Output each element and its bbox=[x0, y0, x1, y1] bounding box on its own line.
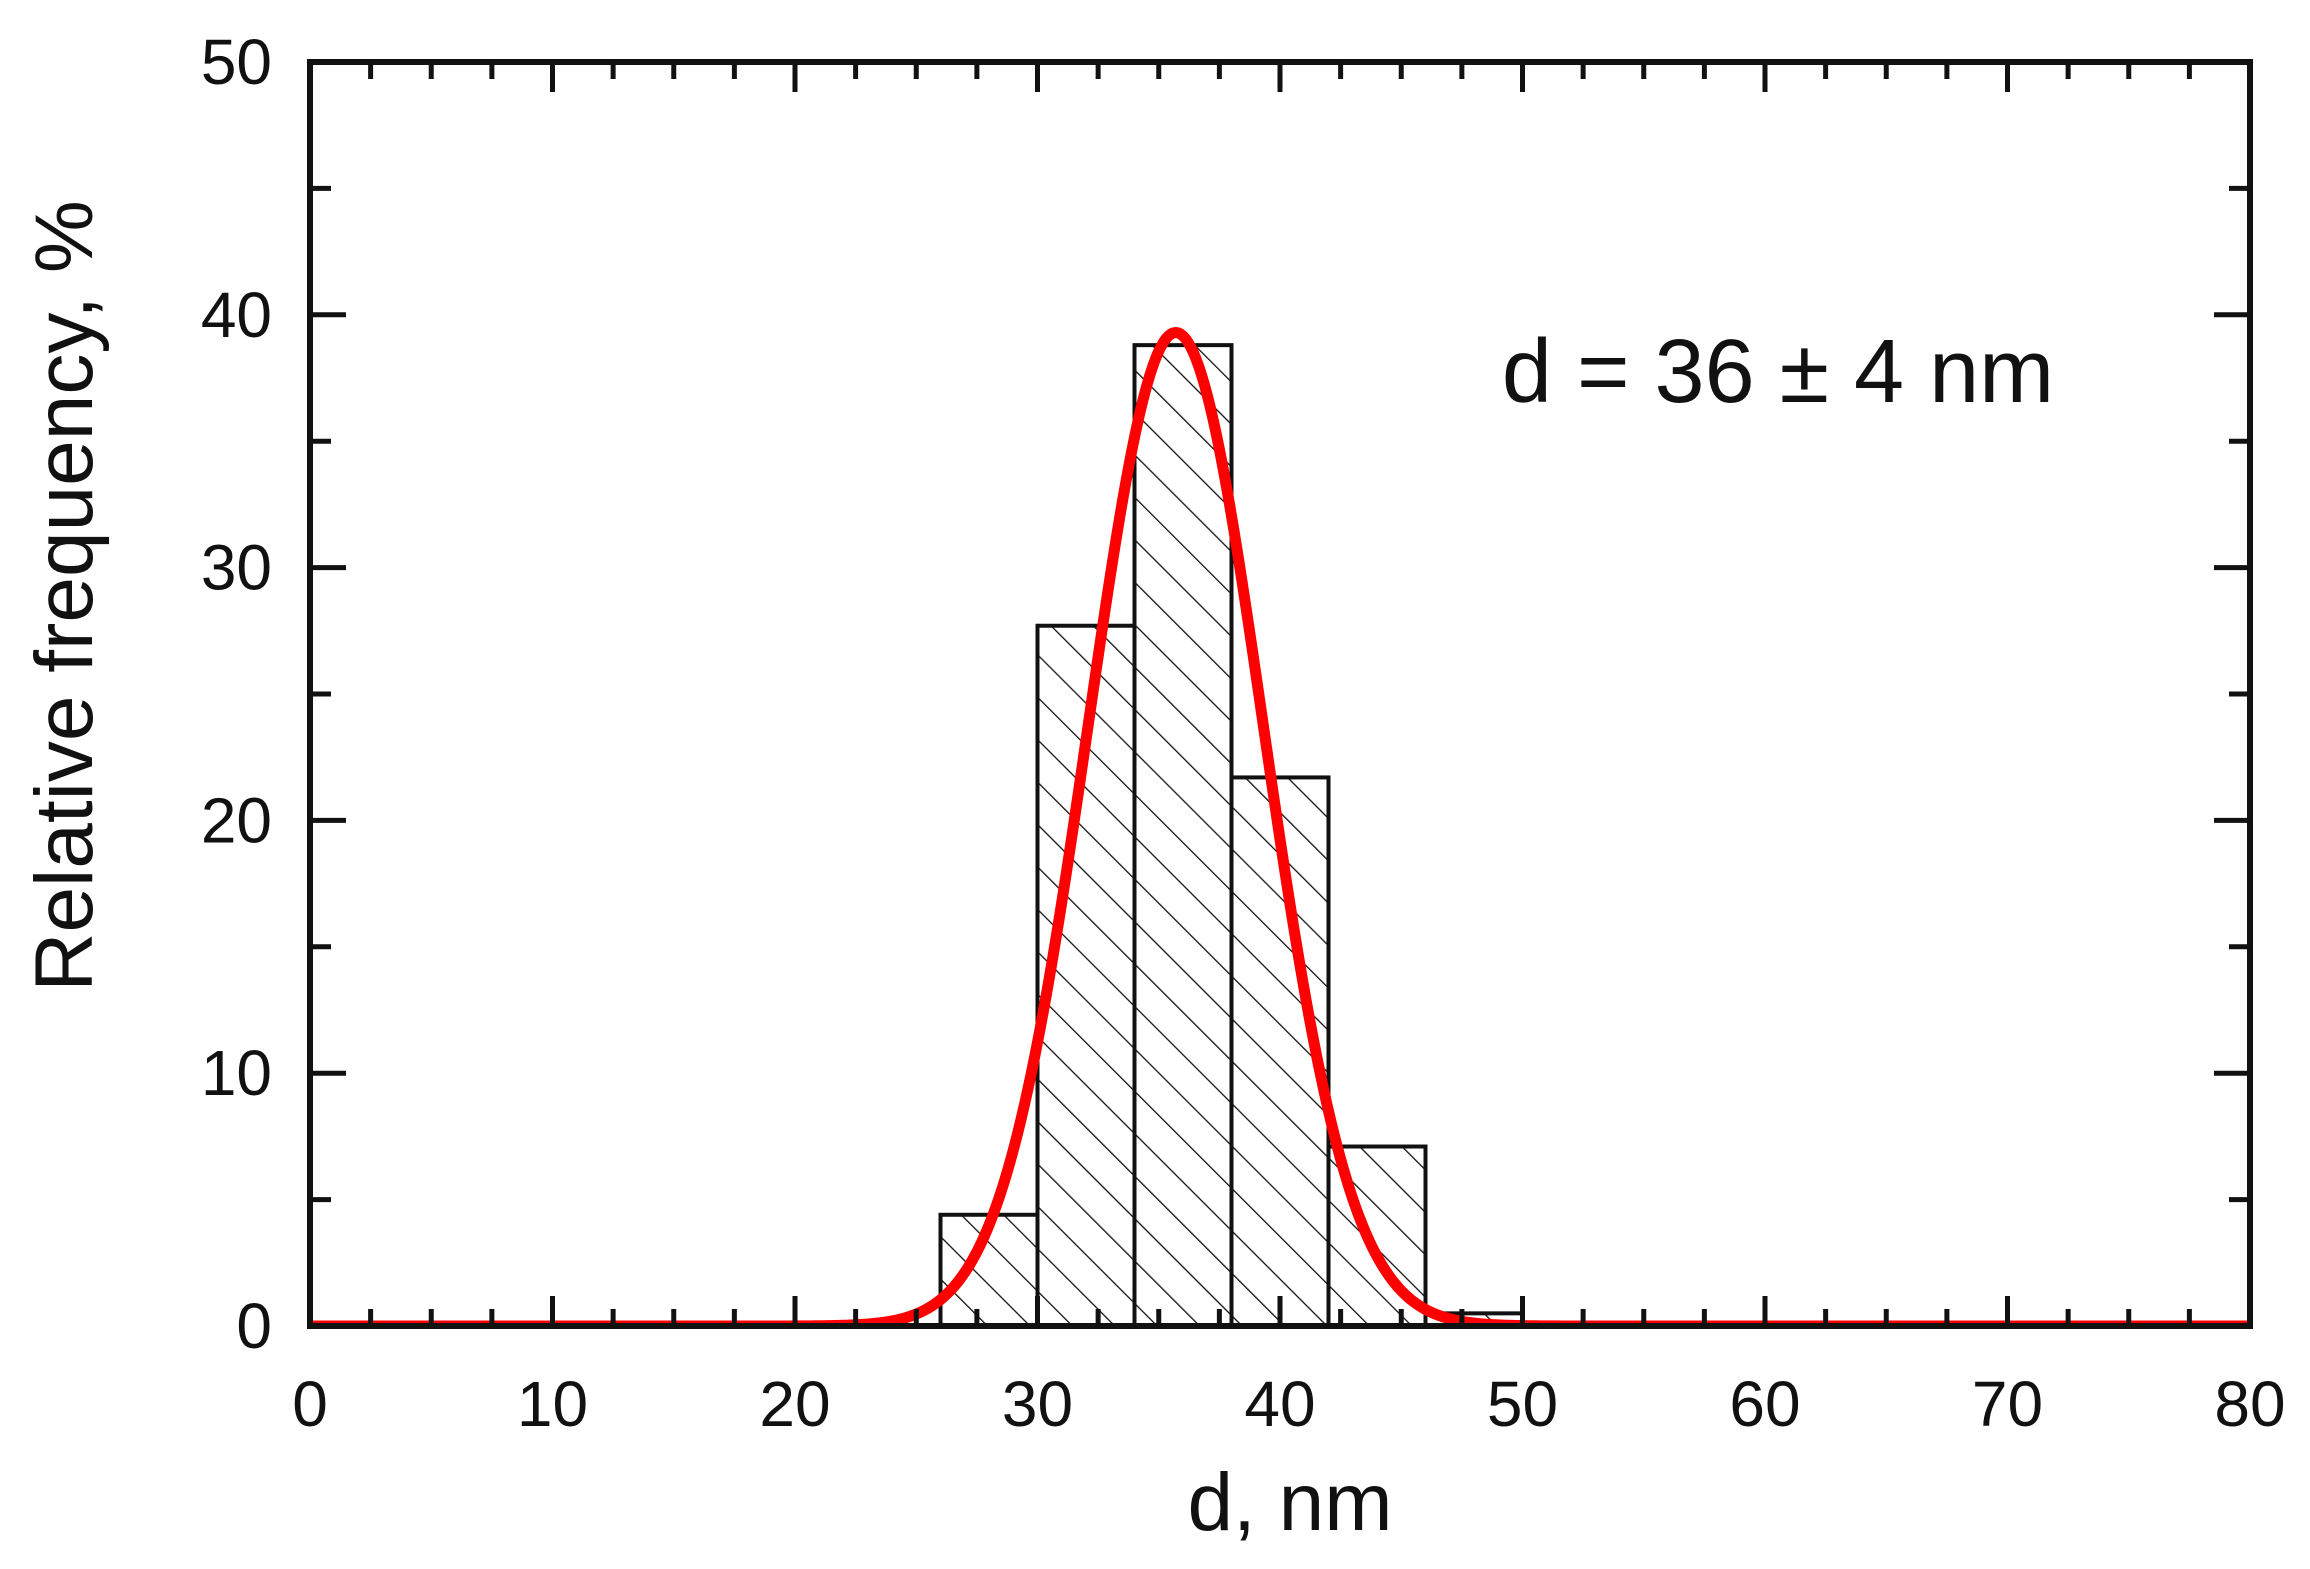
y-tick-label: 30 bbox=[201, 532, 272, 604]
y-tick-label: 50 bbox=[201, 26, 272, 98]
x-tick-label: 10 bbox=[517, 1368, 588, 1440]
x-tick-label: 40 bbox=[1244, 1368, 1315, 1440]
gaussian-fit bbox=[310, 327, 2250, 1326]
y-tick-label: 20 bbox=[201, 784, 272, 856]
x-tick-label: 60 bbox=[1729, 1368, 1800, 1440]
gaussian-fit-curve bbox=[310, 327, 2250, 1326]
axis-tick-labels: 0 10 20 30 40 50 60 70 80 0 10 20 30 40 50 bbox=[201, 26, 2286, 1440]
y-tick-label: 0 bbox=[236, 1290, 272, 1362]
x-tick-label: 70 bbox=[1972, 1368, 2043, 1440]
x-axis-label: d, nm bbox=[1187, 1457, 1392, 1548]
y-tick-label: 40 bbox=[201, 279, 272, 351]
axis-ticks bbox=[310, 62, 2250, 1326]
y-tick-label: 10 bbox=[201, 1037, 272, 1109]
histogram-bar-2 bbox=[1132, 343, 1234, 1328]
y-axis-label: Relative frequency, % bbox=[19, 200, 110, 992]
x-tick-label: 50 bbox=[1487, 1368, 1558, 1440]
x-tick-label: 30 bbox=[1002, 1368, 1073, 1440]
x-tick-label: 20 bbox=[759, 1368, 830, 1440]
x-tick-label: 0 bbox=[292, 1368, 328, 1440]
x-tick-label: 80 bbox=[2214, 1368, 2285, 1440]
fit-annotation: d = 36 ± 4 nm bbox=[1502, 322, 2054, 422]
